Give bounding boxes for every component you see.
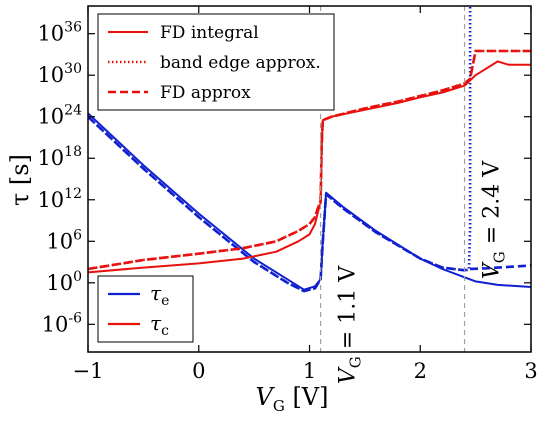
y-tick-base: 10 (46, 271, 73, 295)
x-tick-label-3: 2 (414, 359, 427, 383)
y-tick-exponent: 24 (64, 103, 82, 119)
x-tick-label-1: 0 (192, 359, 205, 383)
series-layer (88, 6, 531, 293)
legend-styles-label-0: FD integral (160, 23, 259, 43)
y-tick-base: 10 (37, 22, 64, 46)
y-tick-base: 10 (37, 146, 64, 170)
y-tick-label-6: 100 (46, 269, 82, 295)
series-line-0 (88, 112, 531, 291)
y-tick-exponent: 36 (64, 20, 82, 36)
x-axis-title: VG [V] (255, 383, 328, 415)
y-tick-exponent: 0 (73, 269, 82, 285)
legend-carriers-label-0: τe (150, 281, 169, 309)
y-tick-exponent: -6 (68, 310, 82, 326)
x-axis-title-main: V (255, 383, 275, 411)
y-tick-exponent: 12 (64, 186, 82, 202)
y-tick-base: 10 (42, 312, 69, 336)
legend-carriers-label-1: τc (150, 311, 169, 339)
x-tick-label-4: 3 (524, 359, 537, 383)
y-tick-label-1: 1030 (37, 61, 82, 87)
x-axis-title-sub: G (273, 397, 285, 415)
y-axis-title: τ [s] (6, 154, 34, 206)
y-tick-exponent: 18 (64, 144, 82, 160)
y-tick-label-4: 1012 (37, 186, 82, 212)
y-tick-exponent: 6 (73, 227, 82, 243)
y-tick-label-5: 106 (46, 227, 82, 253)
axis-titles: VG [V] τ [s] (6, 154, 329, 415)
x-tick-label-0: −1 (73, 359, 104, 383)
annotation-1: VG = 2.4 V (480, 160, 509, 279)
y-tick-label-0: 1036 (37, 20, 82, 46)
legend-layer: FD integral band edge approx. FD approx τeτ… (97, 13, 335, 343)
series-line-5 (88, 49, 531, 271)
y-tick-base: 10 (37, 105, 64, 129)
y-tick-base: 10 (46, 229, 73, 253)
x-tick-label-2: 1 (303, 359, 316, 383)
annotation-layer: VG = 1.1 V VG = 2.4 V (336, 160, 509, 384)
x-axis-title-unit: [V] (285, 383, 329, 411)
annotation-0: VG = 1.1 V (336, 265, 365, 384)
series-line-2 (88, 115, 531, 293)
legend-styles-label-2: FD approx (160, 83, 251, 103)
y-tick-exponent: 30 (64, 61, 82, 77)
y-tick-label-2: 1024 (37, 103, 82, 129)
y-tick-base: 10 (37, 188, 64, 212)
legend-carriers-box (97, 275, 194, 343)
y-tick-label-7: 10-6 (42, 310, 82, 336)
y-tick-label-3: 1018 (37, 144, 82, 170)
y-tick-base: 10 (37, 63, 64, 87)
legend-styles-label-1: band edge approx. (160, 53, 321, 73)
